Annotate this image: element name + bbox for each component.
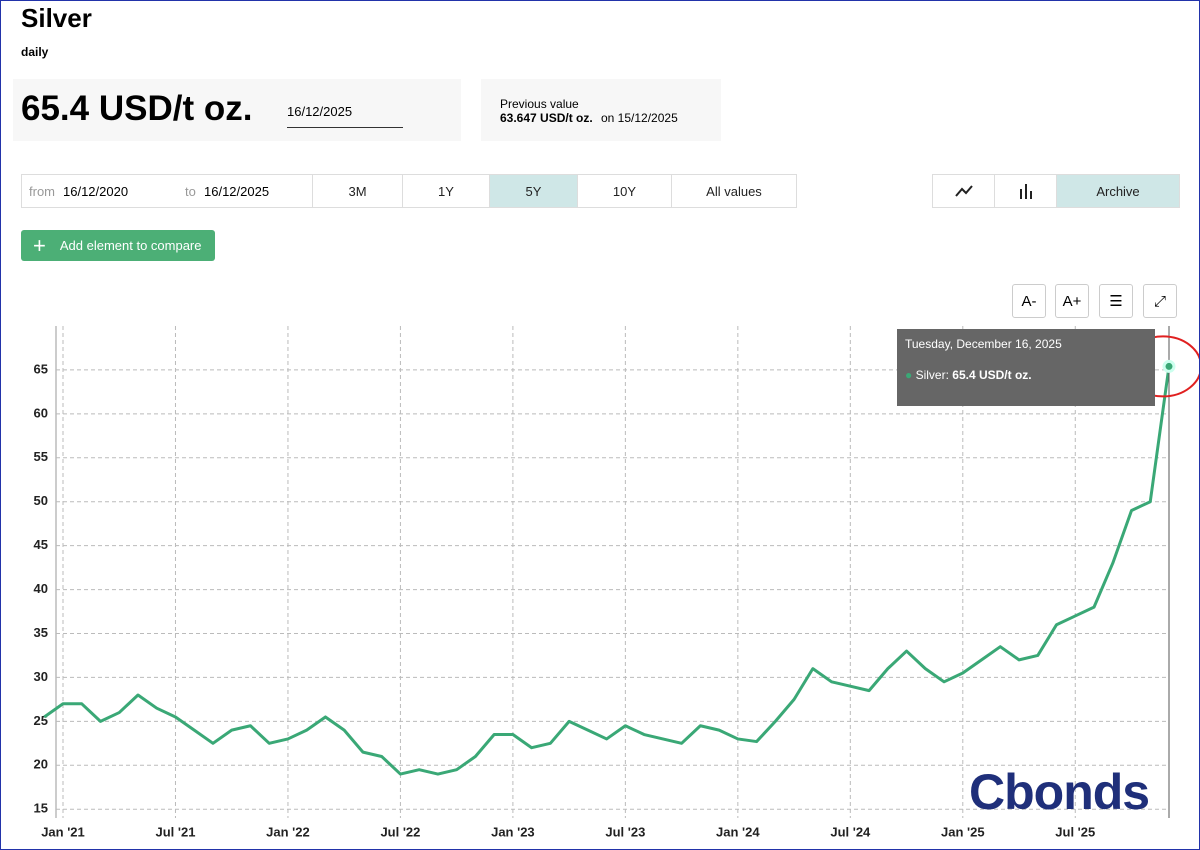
compare-label: Add element to compare: [59, 238, 202, 253]
x-tick-label: Jan '24: [716, 824, 760, 839]
x-tick-label: Jan '25: [941, 824, 985, 839]
y-tick-label: 30: [34, 669, 48, 684]
y-tick-label: 60: [34, 405, 48, 420]
y-tick-label: 65: [34, 361, 48, 376]
x-tick-label: Jan '22: [266, 824, 310, 839]
period-button[interactable]: All values: [671, 174, 797, 208]
y-tick-label: 35: [34, 625, 48, 640]
to-date[interactable]: 16/12/2025: [204, 184, 270, 199]
y-tick-label: 15: [34, 801, 48, 816]
font-up-button[interactable]: A+: [1055, 284, 1089, 318]
period-button[interactable]: 3M: [312, 174, 403, 208]
tooltip: Tuesday, December 16, 2025 ● Silver: 65.…: [897, 329, 1155, 406]
font-down-button[interactable]: A-: [1012, 284, 1046, 318]
y-tick-label: 20: [34, 757, 48, 772]
archive-button[interactable]: Archive: [1056, 174, 1180, 208]
period-button[interactable]: 10Y: [577, 174, 672, 208]
previous-label: Previous value: [500, 97, 579, 111]
x-tick-label: Jul '21: [155, 824, 195, 839]
to-label: to: [185, 184, 196, 199]
period-button[interactable]: 1Y: [402, 174, 490, 208]
price: 65.4 USD/t oz.: [21, 89, 253, 128]
line-view-button[interactable]: [932, 174, 995, 208]
bar-icon: [1019, 184, 1032, 199]
menu-button[interactable]: ☰: [1099, 284, 1133, 318]
compare-button[interactable]: + Add element to compare: [21, 230, 215, 261]
title: Silver: [21, 3, 92, 33]
tooltip-value: 65.4 USD/t oz.: [952, 368, 1032, 382]
line-icon: [954, 185, 973, 197]
y-tick-label: 45: [34, 537, 48, 552]
series-line: [43, 366, 1171, 776]
y-tick-label: 55: [34, 449, 48, 464]
frequency: daily: [21, 45, 49, 59]
x-tick-label: Jul '25: [1055, 824, 1095, 839]
fullscreen-button[interactable]: ⤢: [1143, 284, 1177, 318]
period-button[interactable]: 5Y: [489, 174, 578, 208]
x-tick-label: Jan '23: [491, 824, 535, 839]
y-tick-label: 40: [34, 581, 48, 596]
tooltip-label: Silver:: [915, 368, 949, 382]
x-tick-label: Jul '23: [605, 824, 645, 839]
tooltip-date: Tuesday, December 16, 2025: [905, 337, 1062, 351]
y-tick-label: 50: [34, 493, 48, 508]
from-date[interactable]: 16/12/2020: [63, 184, 129, 199]
logo: Cbonds: [969, 764, 1150, 820]
bar-view-button[interactable]: [994, 174, 1057, 208]
previous-box: [481, 79, 721, 141]
previous-date: on 15/12/2025: [601, 111, 678, 125]
from-label: from: [29, 184, 55, 199]
price-box: [13, 79, 461, 141]
x-tick-label: Jul '24: [830, 824, 871, 839]
x-tick-label: Jul '22: [380, 824, 420, 839]
previous-value: 63.647 USD/t oz.: [500, 111, 593, 125]
x-tick-label: Jan '21: [41, 824, 85, 839]
point: [1162, 359, 1176, 373]
date-input[interactable]: 16/12/2025: [287, 104, 403, 128]
